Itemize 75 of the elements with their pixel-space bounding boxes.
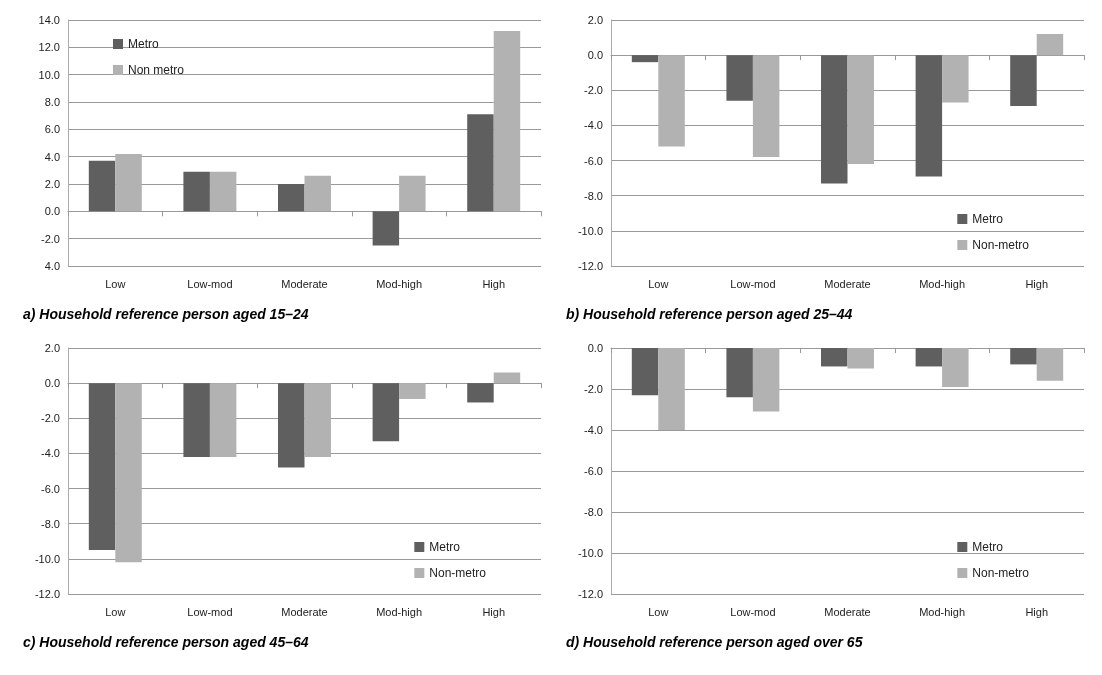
bar (209, 171, 237, 212)
y-tick-label: -12.0 (34, 588, 60, 600)
legend-label: Metro (972, 212, 1004, 226)
bar (304, 175, 331, 212)
y-tick-label: -10.0 (577, 224, 603, 237)
y-tick-label: 4.0 (44, 260, 60, 272)
y-tick-label: -4.0 (41, 447, 60, 460)
y-tick-label: -8.0 (41, 517, 60, 530)
text: d) Household reference person aged over 65 (566, 634, 863, 650)
x-tick-label: Moderate (281, 605, 328, 618)
legend-label: Non-metro (972, 238, 1030, 252)
y-tick-label: 6.0 (44, 123, 60, 136)
y-tick-label: 10.0 (38, 68, 60, 81)
y-tick-label: -2.0 (41, 412, 60, 425)
y-tick-label: 14.0 (38, 14, 60, 26)
bar (467, 114, 494, 212)
bar (372, 211, 400, 246)
y-tick-label: 12.0 (38, 41, 60, 54)
legend-label: Metro (429, 540, 461, 554)
y-tick-label: -8.0 (584, 506, 603, 518)
x-tick-label: Low (648, 605, 669, 618)
y-tick-label: -12.0 (577, 260, 603, 272)
bar (183, 171, 210, 212)
x-tick-label: Low (105, 605, 126, 618)
y-tick-label: -2.0 (41, 232, 60, 245)
y-tick-label: 4.0 (44, 150, 60, 163)
x-tick-label: Moderate (824, 277, 871, 290)
y-tick-label: -6.0 (584, 465, 603, 477)
bar (115, 153, 142, 212)
text: b) Household reference person aged 25–44 (566, 306, 853, 322)
y-tick-label: -2.0 (584, 383, 603, 395)
y-tick-label: -2.0 (584, 84, 603, 97)
y-tick-label: -10.0 (577, 547, 603, 559)
y-tick-label: 0.0 (587, 342, 603, 354)
x-tick-label: Mod-high (376, 277, 423, 290)
y-tick-label: -4.0 (584, 119, 603, 132)
y-tick-label: -10.0 (34, 552, 60, 565)
y-tick-label: -6.0 (41, 482, 60, 495)
x-tick-label: Low-mod (730, 605, 776, 618)
x-tick-label: Low-mod (187, 277, 233, 290)
x-tick-label: Low (648, 277, 669, 290)
x-tick-label: Mod-high (919, 277, 966, 290)
y-tick-label: 2.0 (587, 14, 603, 26)
y-tick-label: -8.0 (584, 189, 603, 202)
bar (493, 30, 521, 212)
y-tick-label: 2.0 (44, 342, 60, 354)
bar (88, 160, 116, 212)
legend-label: Non-metro (429, 566, 487, 580)
y-tick-label: -4.0 (584, 424, 603, 436)
x-tick-label: Mod-high (919, 605, 966, 618)
x-tick-label: High (482, 605, 506, 618)
y-tick-label: 0.0 (44, 377, 60, 390)
y-tick-label: 0.0 (44, 205, 60, 218)
text: c) Household reference person aged 45–64 (23, 634, 309, 650)
legend-label: Non metro (128, 63, 185, 77)
y-tick-label: -6.0 (584, 154, 603, 167)
x-tick-label: Moderate (281, 277, 328, 290)
legend-label: Metro (972, 540, 1004, 554)
x-tick-label: Low-mod (187, 605, 233, 618)
y-tick-label: 0.0 (587, 49, 603, 62)
x-tick-label: High (1025, 277, 1049, 290)
x-tick-label: High (482, 277, 506, 290)
bar (399, 175, 426, 212)
x-tick-label: Low (105, 277, 126, 290)
x-tick-label: Mod-high (376, 605, 423, 618)
y-tick-label: 2.0 (44, 178, 60, 190)
x-tick-label: Moderate (824, 605, 871, 618)
legend-label: Non-metro (972, 566, 1030, 580)
x-tick-label: Low-mod (730, 277, 776, 290)
bar (278, 184, 305, 212)
text: a) Household reference person aged 15–24 (23, 306, 309, 322)
y-tick-label: 8.0 (44, 96, 60, 108)
y-tick-label: -12.0 (577, 588, 603, 600)
legend-label: Metro (128, 37, 159, 51)
x-tick-label: High (1025, 605, 1049, 618)
